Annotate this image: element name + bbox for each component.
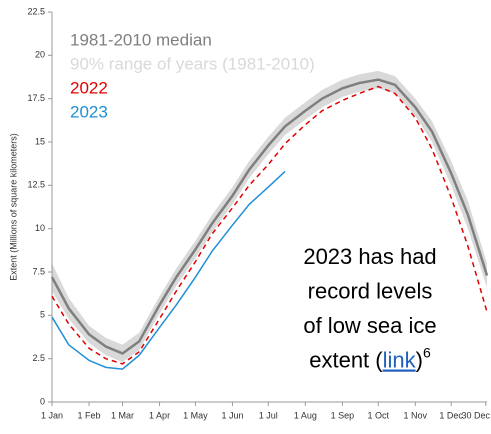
x-tick-label: 1 Dec (439, 410, 463, 420)
y-tick-label: 22.5 (27, 6, 45, 16)
x-tick-label: 1 Sep (331, 410, 355, 420)
annotation-line: of low sea ice (303, 313, 436, 338)
x-tick-label: 1 May (183, 410, 208, 420)
y-tick-label: 17.5 (27, 93, 45, 103)
legend-label: 90% range of years (1981-2010) (70, 54, 315, 73)
legend-label: 1981-2010 median (70, 30, 212, 49)
range-band (52, 70, 487, 363)
y-tick-label: 7.5 (32, 266, 45, 276)
y-tick-label: 12.5 (27, 180, 45, 190)
annotation-link[interactable]: link (383, 347, 417, 372)
x-tick-label: 30 Dec (461, 410, 490, 420)
annotation-text: ) (416, 347, 423, 372)
x-tick-label: 1 Jun (221, 410, 243, 420)
y-tick-label: 2.5 (32, 353, 45, 363)
legend-label: 2023 (70, 102, 108, 121)
y-tick-label: 5 (40, 310, 45, 320)
x-tick-label: 1 Jan (41, 410, 63, 420)
y-tick-label: 20 (35, 50, 45, 60)
legend-label: 2022 (70, 78, 108, 97)
y-tick-label: 0 (40, 396, 45, 406)
annotation-line: record levels (308, 278, 433, 303)
annotation-text: extent ( (309, 347, 383, 372)
x-tick-label: 1 Mar (111, 410, 134, 420)
series-line (51, 170, 286, 370)
annotation-line: extent (link)6 (309, 344, 431, 372)
x-tick-label: 1 Nov (404, 410, 428, 420)
x-tick-label: 1 Aug (294, 410, 317, 420)
series-line (50, 78, 489, 355)
annotation-line: 2023 has had (303, 244, 436, 269)
y-tick-label: 10 (35, 223, 45, 233)
x-tick-label: 1 Apr (149, 410, 170, 420)
y-tick-label: 15 (35, 136, 45, 146)
x-tick-label: 1 Jul (259, 410, 278, 420)
y-axis-label: Extent (Millions of square kilometers) (8, 133, 18, 281)
x-tick-label: 1 Oct (367, 410, 389, 420)
series-line (51, 85, 488, 365)
x-tick-label: 1 Feb (78, 410, 101, 420)
footnote: 6 (423, 344, 431, 360)
